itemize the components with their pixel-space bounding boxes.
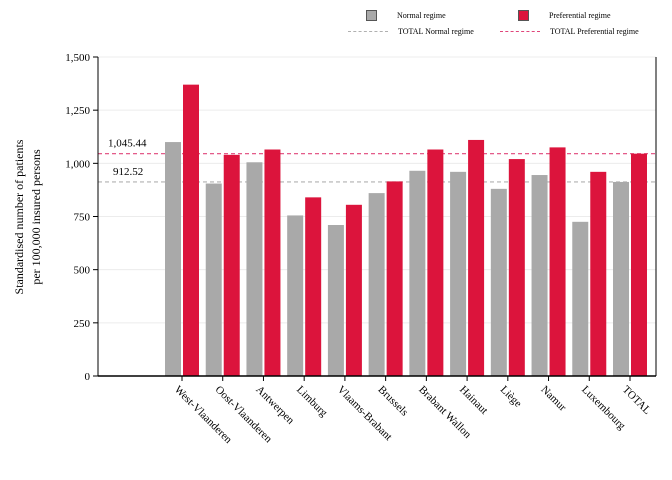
bar-normal-regime [409, 170, 426, 376]
bar-preferential-regime [549, 147, 566, 376]
bar-normal-regime [246, 162, 263, 376]
y-tick-labels: 0 250 500 750 1,000 1,250 1,500 [65, 52, 90, 383]
legend-swatch-preferential [518, 10, 529, 21]
bars [165, 84, 647, 376]
y-axis-label-line1: Standardised number of patients [12, 139, 26, 294]
legend-item-total-preferential: TOTAL Preferential regime [500, 27, 639, 36]
legend-label-normal: Normal regime [397, 11, 446, 20]
bar-normal-regime [368, 193, 385, 376]
bar-preferential-regime [590, 171, 607, 376]
legend-dash-total-normal [348, 31, 388, 32]
x-tick-label: Namur [538, 384, 568, 414]
reference-label-total-preferential: 1,045.44 [108, 138, 147, 150]
bar-normal-regime [613, 181, 629, 376]
bar-preferential-regime [631, 153, 647, 376]
bar-preferential-regime [305, 197, 322, 376]
bar-normal-regime [165, 142, 181, 376]
x-tick-label: Brussels [376, 384, 411, 419]
bar-normal-regime [450, 171, 467, 376]
bar-normal-regime [531, 175, 548, 376]
bar-preferential-regime [183, 84, 199, 376]
legend-dash-total-preferential [500, 31, 540, 32]
legend-label-total-normal: TOTAL Normal regime [398, 27, 474, 36]
bar-normal-regime [327, 225, 344, 376]
bar-normal-regime [205, 183, 222, 376]
bar-preferential-regime [427, 149, 444, 376]
y-tick-label: 1,500 [65, 52, 90, 64]
legend-item-total-normal: TOTAL Normal regime [348, 27, 474, 36]
reference-label-total-normal: 912.52 [113, 166, 143, 178]
y-tick-label: 1,250 [65, 105, 90, 117]
y-tick-label: 1,000 [65, 158, 90, 170]
bar-preferential-regime [508, 159, 525, 376]
bar-preferential-regime [468, 139, 485, 376]
y-tick-label: 0 [85, 371, 91, 383]
reference-lines: 912.52 1,045.44 [98, 138, 656, 183]
legend-item-normal: Normal regime [366, 10, 446, 21]
legend-swatch-normal [366, 10, 377, 21]
y-tick-label: 500 [74, 265, 91, 277]
y-axis-label-line2: per 100,000 insured persons [29, 149, 43, 285]
legend: Normal regime Preferential regime TOTAL … [348, 8, 668, 42]
bar-preferential-regime [345, 204, 362, 376]
x-tick-label: TOTAL [620, 384, 653, 417]
x-tick-label: Hainaut [457, 384, 490, 417]
bar-preferential-regime [264, 149, 281, 376]
x-tick-labels: West-VlaanderenOost-VlaanderenAntwerpenL… [172, 384, 653, 447]
legend-label-total-preferential: TOTAL Preferential regime [550, 27, 639, 36]
x-tick-label: Limburg [294, 384, 330, 420]
x-tick-label: Liège [498, 384, 524, 410]
axes [93, 56, 657, 381]
y-tick-label: 750 [74, 212, 91, 224]
bar-preferential-regime [386, 181, 403, 376]
bar-normal-regime [490, 188, 507, 376]
bar-normal-regime [572, 221, 589, 376]
y-tick-label: 250 [74, 318, 91, 330]
legend-item-preferential: Preferential regime [518, 10, 611, 21]
bar-normal-regime [287, 215, 304, 376]
bar-preferential-regime [223, 154, 240, 376]
legend-label-preferential: Preferential regime [549, 11, 611, 20]
x-tick-label: Antwerpen [253, 384, 296, 427]
